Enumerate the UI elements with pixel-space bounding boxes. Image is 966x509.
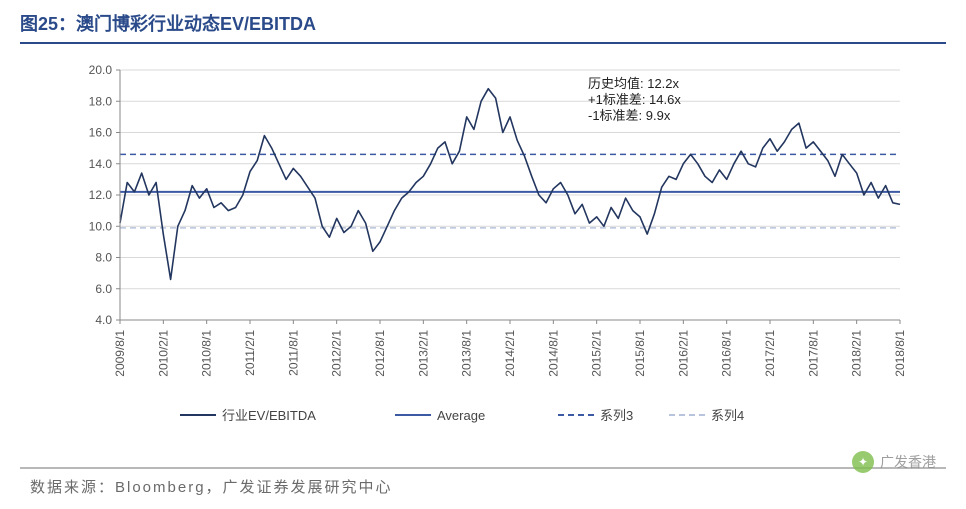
svg-text:2010/8/1: 2010/8/1 — [200, 330, 214, 377]
svg-text:16.0: 16.0 — [89, 126, 113, 140]
svg-text:-1标准差: 9.9x: -1标准差: 9.9x — [588, 108, 671, 123]
svg-text:行业EV/EBITDA: 行业EV/EBITDA — [222, 408, 316, 423]
svg-text:2018/2/1: 2018/2/1 — [850, 330, 864, 377]
svg-text:12.0: 12.0 — [89, 188, 113, 202]
svg-text:2016/2/1: 2016/2/1 — [676, 330, 690, 377]
svg-text:2018/8/1: 2018/8/1 — [893, 330, 907, 377]
figure-container: 图25：澳门博彩行业动态EV/EBITDA 4.0 6.0 8.0 10.0 12.0 1… — [0, 0, 966, 509]
svg-text:6.0: 6.0 — [95, 282, 112, 296]
svg-text:系列4: 系列4 — [711, 408, 744, 423]
chart-svg: 4.0 6.0 8.0 10.0 12.0 14.0 16.0 18.0 20.0 2009/8/… — [60, 60, 910, 430]
svg-text:10.0: 10.0 — [89, 219, 113, 233]
svg-text:2017/8/1: 2017/8/1 — [806, 330, 820, 377]
svg-text:系列3: 系列3 — [600, 408, 633, 423]
svg-text:2012/2/1: 2012/2/1 — [330, 330, 344, 377]
title-rule — [20, 42, 946, 44]
title-bar: 图25：澳门博彩行业动态EV/EBITDA — [20, 8, 946, 40]
svg-text:2011/8/1: 2011/8/1 — [286, 330, 300, 376]
svg-text:2011/2/1: 2011/2/1 — [243, 330, 257, 376]
svg-text:4.0: 4.0 — [95, 313, 112, 327]
svg-text:2014/8/1: 2014/8/1 — [546, 330, 560, 377]
watermark: ✦ 广发香港 — [852, 451, 936, 473]
svg-text:14.0: 14.0 — [89, 157, 113, 171]
svg-text:2015/2/1: 2015/2/1 — [590, 330, 604, 377]
chart-area: 4.0 6.0 8.0 10.0 12.0 14.0 16.0 18.0 20.0 2009/8/… — [60, 60, 910, 430]
svg-text:2014/2/1: 2014/2/1 — [503, 330, 517, 377]
source-rule — [20, 467, 946, 469]
watermark-text: 广发香港 — [880, 452, 936, 472]
svg-text:20.0: 20.0 — [89, 63, 113, 77]
svg-text:2009/8/1: 2009/8/1 — [113, 330, 127, 377]
svg-text:+1标准差: 14.6x: +1标准差: 14.6x — [588, 92, 681, 107]
svg-text:Average: Average — [437, 408, 485, 423]
svg-text:18.0: 18.0 — [89, 94, 113, 108]
svg-text:2013/2/1: 2013/2/1 — [416, 330, 430, 377]
source-text: 数据来源：Bloomberg，广发证券发展研究中心 — [30, 476, 393, 497]
svg-text:2016/8/1: 2016/8/1 — [720, 330, 734, 377]
svg-text:2012/8/1: 2012/8/1 — [373, 330, 387, 377]
wechat-icon: ✦ — [852, 451, 874, 473]
figure-title: 图25：澳门博彩行业动态EV/EBITDA — [20, 14, 316, 34]
svg-text:2010/2/1: 2010/2/1 — [156, 330, 170, 377]
svg-text:2015/8/1: 2015/8/1 — [633, 330, 647, 377]
svg-text:历史均值: 12.2x: 历史均值: 12.2x — [588, 76, 680, 91]
svg-text:2017/2/1: 2017/2/1 — [763, 330, 777, 377]
svg-text:8.0: 8.0 — [95, 251, 112, 265]
svg-text:2013/8/1: 2013/8/1 — [460, 330, 474, 377]
